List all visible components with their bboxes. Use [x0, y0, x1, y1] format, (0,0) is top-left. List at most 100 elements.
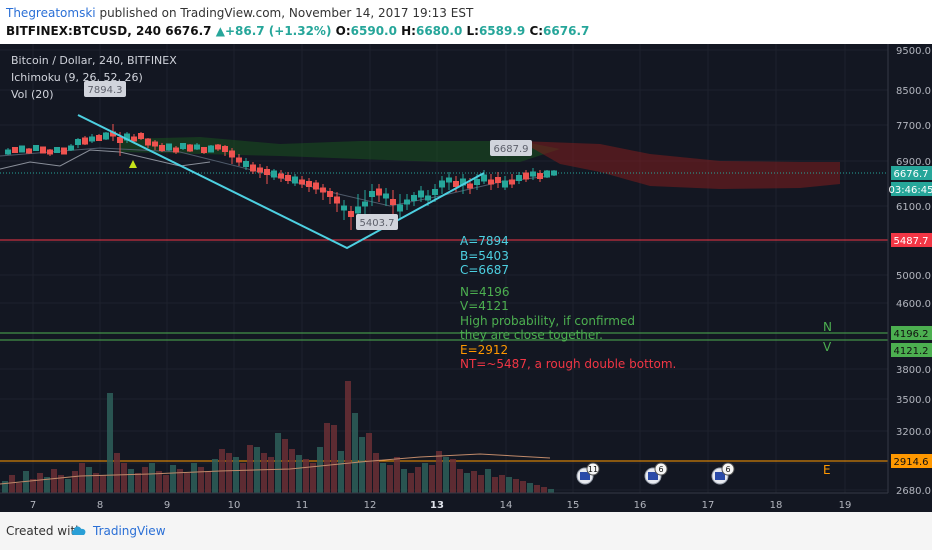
candle [509, 179, 515, 185]
volume-bar [317, 447, 323, 493]
volume-bar [520, 481, 526, 493]
volume-ma-line [0, 453, 551, 485]
candle [481, 174, 487, 182]
volume-bar [233, 457, 239, 493]
marker-a-box[interactable]: 7894.3 [84, 81, 126, 97]
open-label: O: [335, 24, 351, 38]
marker-b-label: 5403.7 [360, 218, 395, 229]
annotation-b: B=5403 [460, 248, 509, 263]
volume-bar [527, 483, 533, 493]
tradingview-link[interactable]: TradingView [93, 524, 166, 538]
volume-bar [275, 433, 281, 493]
event-flag-1[interactable]: 11 [576, 462, 600, 485]
candle [61, 147, 67, 155]
volume-bar [191, 463, 197, 493]
price-chart[interactable]: 7894.3 5403.7 6687.9 N V E 11 6 [0, 44, 932, 512]
buy-signal-triangle [129, 160, 137, 168]
volume-bar [394, 457, 400, 493]
legend-ichimoku[interactable]: Ichimoku (9, 26, 52, 26) [11, 71, 143, 84]
marker-b-box[interactable]: 5403.7 [356, 214, 398, 230]
volume-bar [408, 473, 414, 493]
candle [439, 180, 445, 188]
time-tick: 18 [770, 500, 783, 511]
header: Thegreatomski published on TradingView.c… [0, 0, 932, 44]
candle [362, 201, 368, 207]
event-flag-2[interactable]: 6 [644, 462, 668, 485]
annotation-n: N=4196 [460, 284, 510, 299]
nt-price-tag-text: 5487.7 [894, 236, 929, 247]
price-tick: 8500.0 [896, 86, 931, 97]
candle [418, 190, 424, 198]
candle [47, 149, 53, 155]
price-tick: 2680.0 [896, 486, 931, 497]
volume-bar [268, 457, 274, 493]
volume-bar [107, 393, 113, 493]
event-count-1: 11 [588, 465, 598, 474]
candle [334, 196, 340, 204]
candle [243, 161, 249, 167]
marker-c-label: 6687.9 [494, 144, 529, 155]
annotation-note1: High probability, if confirmed [460, 313, 635, 328]
candle [390, 199, 396, 205]
time-tick: 14 [500, 500, 513, 511]
publish-info: published on TradingView.com, November 1… [99, 6, 474, 20]
price-axis-bg[interactable] [888, 44, 932, 512]
legend-title: Bitcoin / Dollar, 240, BITFINEX [11, 54, 177, 67]
candle [271, 170, 277, 178]
marker-c-box[interactable]: 6687.9 [490, 140, 532, 156]
volume-bar [37, 473, 43, 493]
time-tick: 12 [364, 500, 377, 511]
volume-bar [163, 475, 169, 493]
volume-bar [205, 471, 211, 493]
candle [502, 180, 508, 188]
candle [285, 175, 291, 181]
price-tick: 9500.0 [896, 46, 931, 57]
volume-bar [380, 463, 386, 493]
v-level-letter: V [823, 340, 832, 354]
volume-bar [513, 479, 519, 493]
candle [523, 172, 529, 180]
chart-legend: Bitcoin / Dollar, 240, BITFINEX Ichimoku… [11, 52, 177, 103]
candle [369, 191, 375, 197]
time-tick: 17 [702, 500, 715, 511]
tradingview-cloud-icon [71, 526, 86, 535]
annotation-nt: NT=~5487, a rough double bottom. [460, 357, 677, 371]
volume-bar [135, 473, 141, 493]
candle [166, 143, 172, 151]
event-flag-3[interactable]: 6 [711, 462, 735, 485]
time-axis-ticks: 7 8 9 10 11 12 13 14 15 16 17 18 19 [30, 500, 852, 511]
abc-pattern-line[interactable] [77, 114, 485, 250]
high-label: H: [401, 24, 416, 38]
analysis-annotation[interactable]: A=7894 B=5403 C=6687 N=4196 V=4121 High … [460, 234, 676, 372]
candle [110, 131, 116, 137]
volume-bar [415, 467, 421, 493]
candle [26, 148, 32, 154]
candle [229, 150, 235, 158]
candle [327, 191, 333, 197]
author-link[interactable]: Thegreatomski [6, 6, 96, 20]
candle [355, 206, 361, 214]
candle [40, 146, 46, 154]
volume-bar [534, 485, 540, 493]
volume-bar [240, 463, 246, 493]
chart-area[interactable]: 7894.3 5403.7 6687.9 N V E 11 6 [0, 44, 932, 512]
volume-bar [261, 453, 267, 493]
legend-volume[interactable]: Vol (20) [11, 88, 54, 101]
nt-price-tag: 5487.7 [891, 233, 932, 247]
time-tick: 13 [430, 500, 444, 511]
candlesticks [5, 124, 557, 230]
footer: Created with TradingView [0, 512, 932, 550]
candle [495, 177, 501, 183]
volume-bar [44, 477, 50, 493]
candle [278, 173, 284, 179]
volume-bar [310, 463, 316, 493]
candle [341, 205, 347, 211]
volume-bar [212, 459, 218, 493]
candle [19, 145, 25, 153]
candle [488, 179, 494, 185]
candle [159, 145, 165, 151]
candle [446, 177, 452, 183]
candle [222, 146, 228, 152]
volume-bar [541, 487, 547, 493]
countdown-tag-text: 03:46:45 [889, 185, 932, 196]
